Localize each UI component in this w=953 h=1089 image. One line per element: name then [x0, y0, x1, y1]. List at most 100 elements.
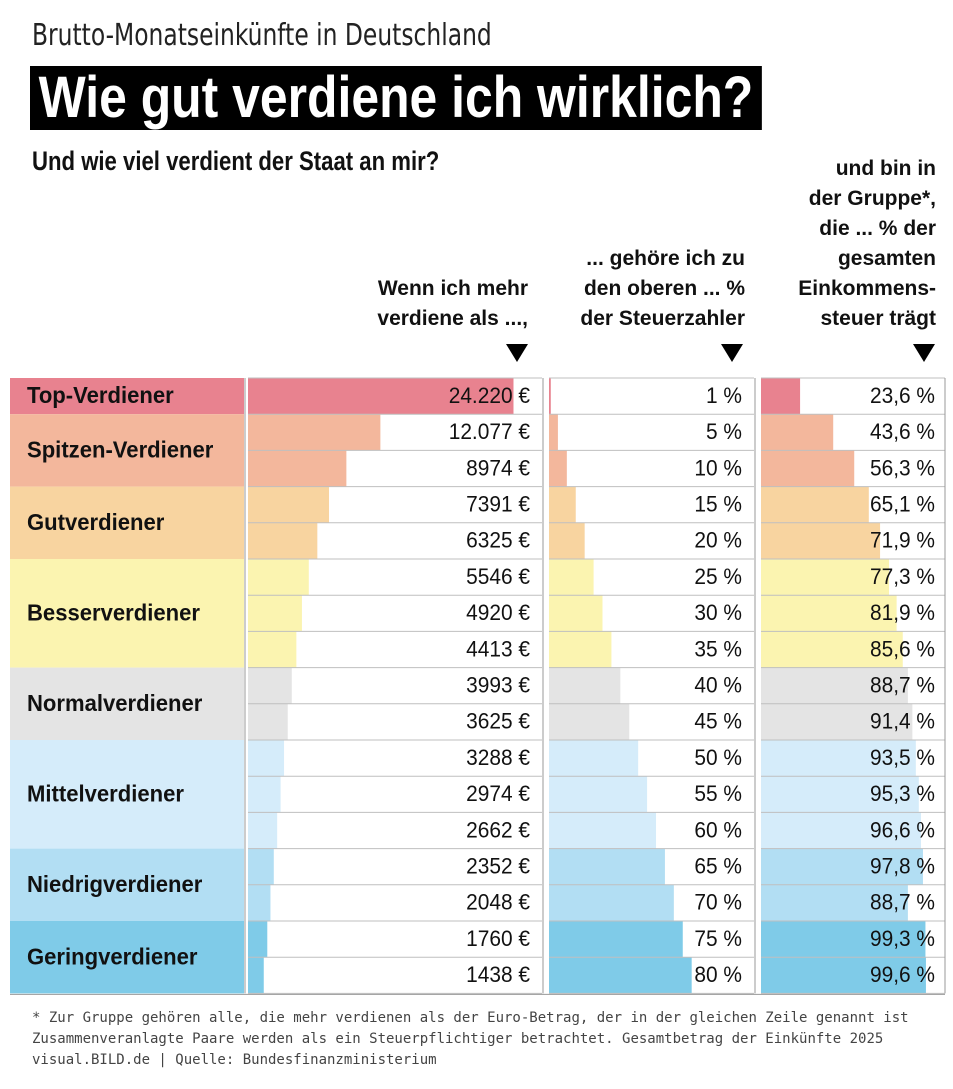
tax-share-bar	[761, 414, 834, 451]
tax-share-label: 99,6 %	[870, 963, 935, 988]
tax-share-label: 91,4 %	[870, 709, 935, 734]
income-bar	[248, 812, 278, 849]
taxpayer-rank-label: 80 %	[694, 963, 742, 988]
income-value-label: 5546 €	[466, 564, 530, 589]
arrow-down-icon	[913, 344, 935, 362]
tax-share-bar	[761, 559, 890, 596]
income-value-label: 2048 €	[466, 890, 530, 915]
taxpayer-rank-label: 50 %	[694, 745, 742, 770]
taxpayer-rank-bar	[549, 595, 603, 632]
tax-share-bar	[761, 884, 908, 921]
income-value-label: 2974 €	[466, 782, 530, 807]
tax-share-bar	[761, 921, 926, 958]
taxpayer-rank-bar	[549, 812, 657, 849]
arrow-down-icon	[721, 344, 743, 362]
taxpayer-rank-bar	[549, 884, 674, 921]
footnote: * Zur Gruppe gehören alle, die mehr verd…	[32, 1008, 909, 1071]
income-value-label: 24.220 €	[449, 383, 530, 408]
group-label: Niedrigverdiener	[27, 871, 203, 897]
taxpayer-rank-bar	[549, 921, 683, 958]
taxpayer-rank-bar	[549, 559, 594, 596]
tax-share-bar	[761, 378, 801, 415]
income-value-label: 3625 €	[466, 709, 530, 734]
taxpayer-rank-bar	[549, 957, 692, 994]
income-bar	[248, 848, 274, 885]
arrow-down-icon	[506, 344, 528, 362]
taxpayer-rank-bar	[549, 522, 585, 559]
income-value-label: 3993 €	[466, 673, 530, 698]
taxpayer-rank-label: 15 %	[694, 492, 742, 517]
tax-share-label: 97,8 %	[870, 854, 935, 879]
taxpayer-rank-bar	[549, 848, 665, 885]
column-gap	[542, 378, 549, 994]
taxpayer-rank-label: 25 %	[694, 564, 742, 589]
taxpayer-rank-bar	[549, 486, 576, 523]
income-bar	[248, 921, 268, 958]
taxpayer-rank-label: 60 %	[694, 818, 742, 843]
column-gap	[244, 378, 248, 994]
taxpayer-rank-label: 5 %	[706, 420, 742, 445]
income-value-label: 12.077 €	[449, 420, 530, 445]
income-value-label: 2352 €	[466, 854, 530, 879]
tax-share-label: 56,3 %	[870, 456, 935, 481]
income-value-label: 1760 €	[466, 926, 530, 951]
taxpayer-rank-bar	[549, 740, 639, 777]
group-band	[10, 921, 244, 994]
income-bar	[248, 378, 514, 415]
group-label: Top-Verdiener	[27, 383, 174, 409]
tax-share-label: 85,6 %	[870, 637, 935, 662]
taxpayer-rank-bar	[549, 667, 621, 704]
tax-share-bar	[761, 740, 916, 777]
income-value-label: 2662 €	[466, 818, 530, 843]
tax-share-label: 96,6 %	[870, 818, 935, 843]
group-band	[10, 667, 244, 740]
group-band	[10, 848, 244, 921]
tax-share-label: 88,7 %	[870, 890, 935, 915]
income-bar	[248, 740, 285, 777]
tax-share-label: 81,9 %	[870, 601, 935, 626]
taxpayer-rank-bar	[549, 776, 648, 813]
income-bar	[248, 414, 381, 451]
source-line: visual.BILD.de | Quelle: Bundesfinanzmin…	[32, 1052, 437, 1068]
footnote-line: Zusammenveranlagte Paare werden als ein …	[32, 1031, 884, 1047]
group-label: Spitzen-Verdiener	[27, 437, 214, 463]
taxpayer-rank-label: 65 %	[694, 854, 742, 879]
taxpayer-rank-label: 10 %	[694, 456, 742, 481]
income-value-label: 4413 €	[466, 637, 530, 662]
subheadline: Und wie viel verdient der Staat an mir?	[32, 146, 440, 176]
tax-share-label: 43,6 %	[870, 420, 935, 445]
tax-share-label: 71,9 %	[870, 528, 935, 553]
income-value-label: 8974 €	[466, 456, 530, 481]
income-bar	[248, 559, 309, 596]
tax-share-bar	[761, 450, 855, 487]
income-value-label: 6325 €	[466, 528, 530, 553]
taxpayer-rank-bar	[549, 378, 551, 415]
tax-share-label: 65,1 %	[870, 492, 935, 517]
group-band	[10, 414, 244, 487]
group-label: Geringverdiener	[27, 944, 198, 970]
group-band	[10, 378, 244, 415]
headline: Wie gut verdiene ich wirklich?	[30, 66, 762, 130]
taxpayer-rank-bar	[549, 703, 630, 740]
tax-share-bar	[761, 667, 908, 704]
tax-share-label: 23,6 %	[870, 383, 935, 408]
taxpayer-rank-bar	[549, 414, 558, 451]
tax-share-bar	[761, 848, 923, 885]
taxpayer-rank-label: 55 %	[694, 782, 742, 807]
taxpayer-rank-label: 45 %	[694, 709, 742, 734]
column-header-rank: ... gehöre ich zu den oberen ... % der S…	[580, 247, 745, 330]
column-header-income: Wenn ich mehr verdiene als ...,	[377, 277, 528, 330]
taxpayer-rank-bar	[549, 450, 567, 487]
footnote-line: * Zur Gruppe gehören alle, die mehr verd…	[32, 1010, 909, 1026]
income-bar	[248, 450, 347, 487]
income-bar	[248, 776, 281, 813]
income-bar	[248, 703, 288, 740]
taxpayer-rank-label: 30 %	[694, 601, 742, 626]
column-gap	[754, 378, 761, 994]
income-value-label: 7391 €	[466, 492, 530, 517]
tax-share-bar	[761, 486, 869, 523]
income-value-label: 4920 €	[466, 601, 530, 626]
group-label: Gutverdiener	[27, 509, 165, 535]
group-label: Besserverdiener	[27, 600, 200, 626]
tax-share-bar	[761, 812, 921, 849]
